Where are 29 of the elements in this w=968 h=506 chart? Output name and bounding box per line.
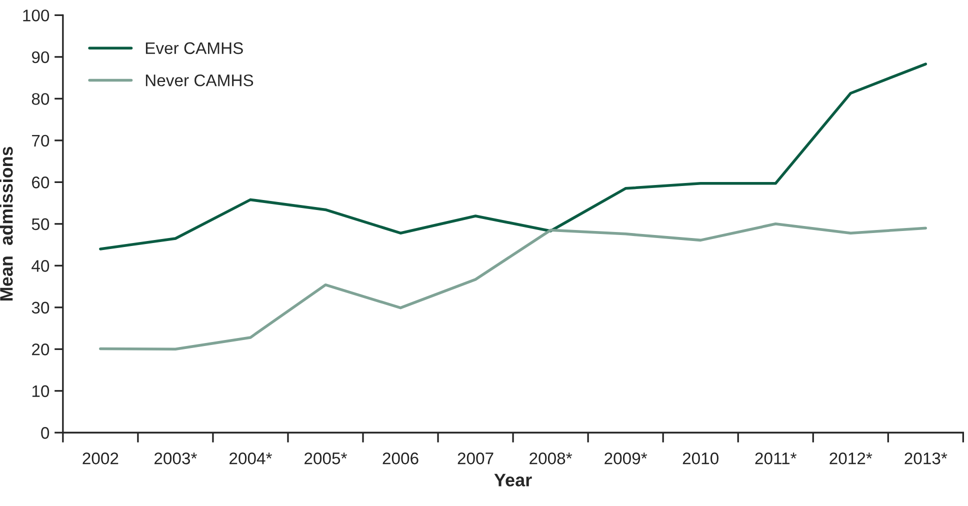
y-tick-label: 50 — [32, 218, 50, 230]
y-tick-label: 30 — [32, 302, 50, 314]
y-tick-label: 100 — [23, 10, 50, 22]
y-tick-label: 20 — [32, 344, 50, 356]
x-tick-label: 2012* — [830, 452, 872, 464]
legend-label: Ever CAMHS — [146, 42, 243, 54]
x-axis-title: Year — [494, 474, 532, 486]
line-series — [99, 222, 928, 351]
y-tick-label: 0 — [41, 427, 50, 439]
x-tick-label: 2013* — [904, 452, 948, 464]
x-tick-label: 2003* — [154, 452, 197, 464]
x-tick-label: 2009* — [604, 452, 648, 464]
y-tick-label: 10 — [32, 385, 50, 398]
x-tick-label: 2005* — [304, 452, 348, 464]
x-tick-label: 2010 — [682, 452, 718, 464]
x-tick-label: 2008* — [530, 452, 572, 464]
x-tick-label: 2007 — [458, 452, 494, 464]
y-tick-label: 60 — [32, 176, 50, 188]
y-axis-title: Mean admissions — [0, 146, 13, 300]
y-tick-label: 70 — [32, 134, 50, 147]
line-series — [99, 62, 928, 250]
legend-label: Never CAMHS — [146, 74, 254, 86]
x-tick-label: 2004* — [230, 452, 272, 464]
y-tick-label: 90 — [32, 51, 50, 64]
y-tick-label: 40 — [32, 260, 50, 272]
x-tick-label: 2006 — [382, 452, 418, 464]
x-tick-label: 2011* — [755, 452, 797, 464]
x-tick-label: 2002 — [82, 452, 118, 464]
y-tick-label: 80 — [32, 93, 50, 105]
